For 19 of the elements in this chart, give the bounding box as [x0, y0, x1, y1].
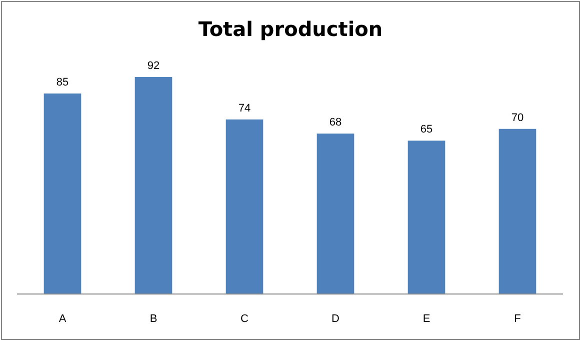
bar	[408, 140, 446, 294]
x-tick-label: B	[150, 313, 158, 325]
bar	[134, 77, 172, 294]
data-label: 65	[420, 124, 433, 136]
data-label: 85	[56, 76, 69, 89]
data-label: 70	[511, 112, 524, 124]
x-tick-label: E	[422, 313, 430, 325]
x-tick-label: C	[240, 313, 249, 325]
x-tick-label: F	[514, 313, 522, 325]
x-tick-label: D	[332, 313, 340, 325]
bar	[226, 119, 264, 294]
bar	[316, 134, 354, 294]
data-label: 74	[238, 102, 251, 114]
x-tick-label: A	[58, 313, 67, 325]
bar	[44, 94, 82, 294]
bar	[498, 128, 536, 294]
data-label: 92	[147, 60, 160, 72]
chart-title: Total production	[198, 17, 383, 41]
data-label: 68	[329, 116, 342, 129]
